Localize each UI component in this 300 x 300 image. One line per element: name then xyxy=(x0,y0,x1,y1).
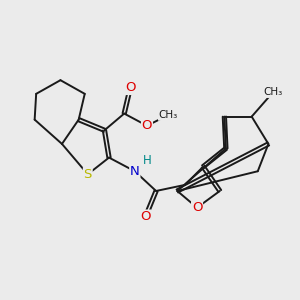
Text: S: S xyxy=(84,168,92,181)
Text: O: O xyxy=(142,119,152,132)
Text: H: H xyxy=(142,154,151,167)
Text: CH₃: CH₃ xyxy=(263,87,283,97)
Text: CH₃: CH₃ xyxy=(159,110,178,120)
Text: N: N xyxy=(130,165,140,178)
Text: O: O xyxy=(140,210,151,223)
Text: O: O xyxy=(192,201,202,214)
Text: O: O xyxy=(125,81,136,94)
Text: H: H xyxy=(142,154,151,167)
